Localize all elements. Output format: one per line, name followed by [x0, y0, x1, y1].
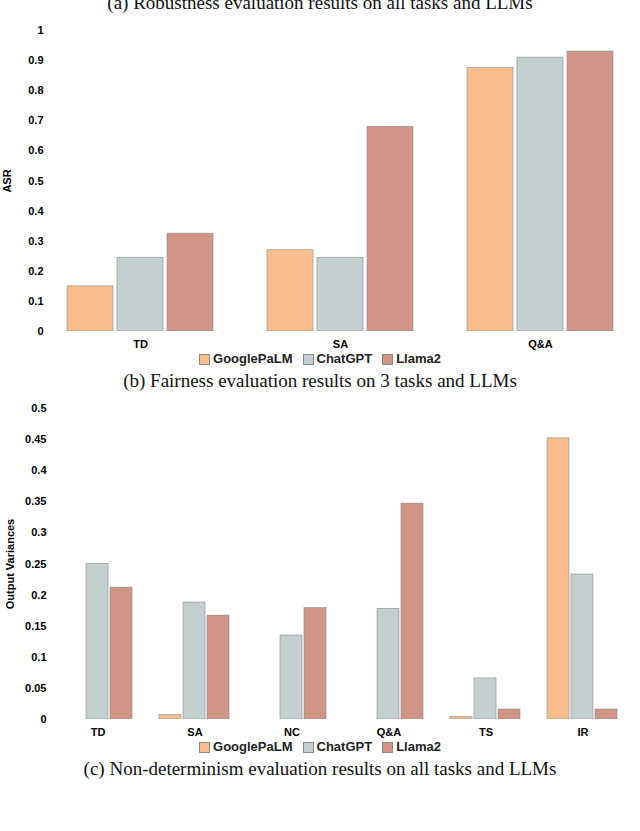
svg-text:Output Variances: Output Variances — [4, 519, 16, 609]
svg-text:SA: SA — [187, 726, 202, 738]
svg-text:0.8: 0.8 — [28, 84, 43, 96]
svg-text:SA: SA — [333, 338, 348, 350]
svg-text:0.15: 0.15 — [25, 620, 46, 632]
svg-text:IR: IR — [578, 726, 589, 738]
svg-text:TD: TD — [133, 338, 148, 350]
svg-text:0.5: 0.5 — [28, 175, 43, 187]
svg-text:Q&A: Q&A — [377, 726, 402, 738]
svg-text:0: 0 — [40, 713, 46, 725]
svg-text:0.6: 0.6 — [28, 144, 43, 156]
svg-text:0.2: 0.2 — [28, 265, 43, 277]
svg-text:0.45: 0.45 — [25, 433, 46, 445]
svg-text:TD: TD — [91, 726, 106, 738]
svg-text:0.3: 0.3 — [31, 526, 46, 538]
svg-text:0.1: 0.1 — [31, 651, 46, 663]
svg-text:0.9: 0.9 — [28, 54, 43, 66]
svg-text:0.5: 0.5 — [31, 402, 46, 414]
svg-text:0.35: 0.35 — [25, 495, 46, 507]
html-text:ChatGPT: ChatGPT — [316, 351, 373, 366]
svg-text:ASR: ASR — [1, 169, 13, 192]
svg-text:1: 1 — [37, 24, 43, 36]
html-text:ChatGPT: ChatGPT — [316, 739, 373, 754]
html-text:(c) Non-determinism evaluation: (c) Non-determinism evaluation results o… — [83, 758, 557, 779]
svg-text:0.4: 0.4 — [31, 464, 47, 476]
svg-text:0: 0 — [37, 325, 43, 337]
svg-text:0.05: 0.05 — [25, 682, 46, 694]
html-text:GooglePaLM: GooglePaLM — [213, 739, 293, 754]
html-text:GooglePaLM: GooglePaLM — [213, 351, 293, 366]
svg-text:Q&A: Q&A — [528, 338, 553, 350]
svg-text:0.7: 0.7 — [28, 114, 43, 126]
html-text:(b) Fairness evaluation result: (b) Fairness evaluation results on 3 tas… — [123, 370, 517, 391]
svg-text:0.3: 0.3 — [28, 235, 43, 247]
svg-text:0.1: 0.1 — [28, 295, 43, 307]
svg-text:0.25: 0.25 — [25, 558, 46, 570]
svg-text:0.4: 0.4 — [28, 205, 44, 217]
html-text:Llama2: Llama2 — [396, 351, 441, 366]
svg-text:TS: TS — [479, 726, 493, 738]
html-text:Llama2: Llama2 — [396, 739, 441, 754]
svg-text:0.2: 0.2 — [31, 589, 46, 601]
svg-text:NC: NC — [284, 726, 300, 738]
